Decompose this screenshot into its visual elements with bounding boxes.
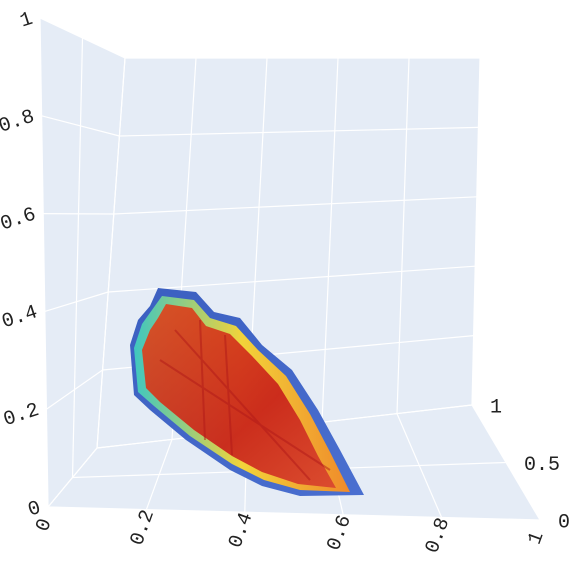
y-tick-label: 0 <box>558 511 570 534</box>
x-tick-label: 0.6 <box>323 512 357 554</box>
surface <box>130 288 364 496</box>
grid-line <box>96 57 126 449</box>
grid-line <box>321 57 339 423</box>
z-tick-label: 0.6 <box>0 203 39 236</box>
grid-line <box>44 291 109 312</box>
x-tick-label: 1 <box>524 529 550 548</box>
x-tick-label: 0.2 <box>126 507 160 549</box>
z-tick-label: 0.2 <box>1 399 42 432</box>
left-wall <box>40 18 125 507</box>
z-tick-label: 0.4 <box>0 301 41 334</box>
grid-line <box>39 17 49 508</box>
grid-line <box>119 126 479 137</box>
grid-line <box>39 17 126 59</box>
grid-line <box>41 115 120 137</box>
grid-line <box>108 265 476 293</box>
y-tick-label: 1 <box>490 396 502 419</box>
x-tick-label: 0.4 <box>225 510 259 552</box>
z-tick-label: 1 <box>17 8 36 34</box>
z-tick-label: 0 <box>25 497 44 523</box>
grid-line <box>46 369 103 410</box>
grid-line <box>471 57 481 406</box>
z-tick-label: 0.8 <box>0 106 37 139</box>
grid-line <box>396 57 410 414</box>
x-tick-label: 0.8 <box>421 515 455 557</box>
y-tick-label: 0.5 <box>524 454 560 477</box>
grid-line <box>47 506 541 521</box>
grid-line <box>47 447 98 508</box>
grid-line <box>71 37 84 478</box>
grid-line <box>113 196 477 215</box>
